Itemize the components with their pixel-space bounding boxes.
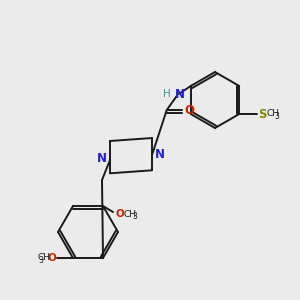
Text: O: O — [47, 253, 56, 263]
Text: H: H — [163, 89, 171, 99]
Text: CH: CH — [37, 254, 50, 262]
Text: CH: CH — [266, 110, 279, 118]
Text: N: N — [155, 148, 165, 161]
Text: 3: 3 — [275, 112, 280, 121]
Text: N: N — [97, 152, 107, 164]
Text: CH: CH — [124, 209, 137, 218]
Text: 3: 3 — [132, 212, 137, 221]
Text: N: N — [175, 88, 185, 100]
Text: O: O — [185, 104, 195, 118]
Text: 3: 3 — [38, 256, 43, 265]
Text: O: O — [115, 209, 124, 219]
Text: S: S — [258, 107, 267, 121]
